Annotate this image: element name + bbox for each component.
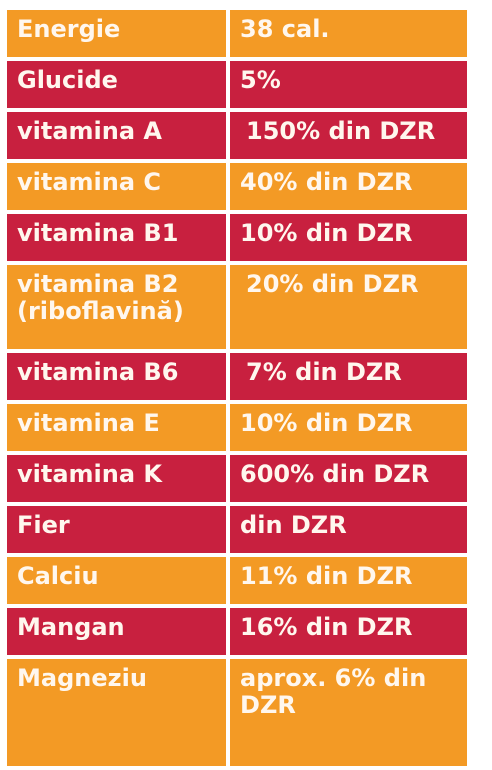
nutrient-value: 10% din DZR [230, 404, 467, 451]
nutrient-value: 16% din DZR [230, 608, 467, 655]
nutrient-value: 11% din DZR [230, 557, 467, 604]
table-row: vitamina B6 7% din DZR [7, 353, 467, 400]
nutrient-value: 38 cal. [230, 10, 467, 57]
nutrient-value: 20% din DZR [230, 265, 467, 349]
nutrient-name: Calciu [7, 557, 231, 604]
nutrient-name: vitamina C [7, 163, 231, 210]
table-row: Glucide 5% [7, 61, 467, 108]
nutrient-name: vitamina K [7, 455, 231, 502]
table-row: Energie 38 cal. [7, 10, 467, 57]
table-row: Calciu 11% din DZR [7, 557, 467, 604]
table-row: vitamina K 600% din DZR [7, 455, 467, 502]
nutrient-name: vitamina E [7, 404, 231, 451]
nutrient-value: aprox. 6% din DZR [230, 659, 467, 766]
nutrient-name: vitamina B1 [7, 214, 231, 261]
nutrient-value: 40% din DZR [230, 163, 467, 210]
nutrient-value-line1: aprox. 6% din [240, 664, 427, 692]
table-row: vitamina E 10% din DZR [7, 404, 467, 451]
table-row: vitamina A 150% din DZR [7, 112, 467, 159]
table-row: vitamina B1 10% din DZR [7, 214, 467, 261]
nutrient-value: din DZR [230, 506, 467, 553]
nutrient-name-line1: vitamina B2 [17, 270, 179, 298]
nutrient-name: vitamina A [7, 112, 231, 159]
table-row: Magneziu aprox. 6% din DZR [7, 659, 467, 766]
nutrient-value: 150% din DZR [230, 112, 467, 159]
nutrient-name: vitamina B6 [7, 353, 231, 400]
nutrition-table: Energie 38 cal. Glucide 5% vitamina A 15… [7, 6, 467, 770]
nutrient-name: Fier [7, 506, 231, 553]
nutrient-name-line2: (riboflavină) [17, 297, 184, 325]
table-row: Fier din DZR [7, 506, 467, 553]
nutrient-name: Glucide [7, 61, 231, 108]
nutrient-value-line2: DZR [240, 691, 296, 719]
table-row: vitamina C 40% din DZR [7, 163, 467, 210]
nutrient-name: vitamina B2 (riboflavină) [7, 265, 231, 349]
nutrient-value: 5% [230, 61, 467, 108]
table-row: Mangan 16% din DZR [7, 608, 467, 655]
nutrient-name: Mangan [7, 608, 231, 655]
nutrient-value: 7% din DZR [230, 353, 467, 400]
table-row: vitamina B2 (riboflavină) 20% din DZR [7, 265, 467, 349]
nutrient-name: Magneziu [7, 659, 231, 766]
nutrient-value: 10% din DZR [230, 214, 467, 261]
nutrient-name: Energie [7, 10, 231, 57]
nutrient-value: 600% din DZR [230, 455, 467, 502]
